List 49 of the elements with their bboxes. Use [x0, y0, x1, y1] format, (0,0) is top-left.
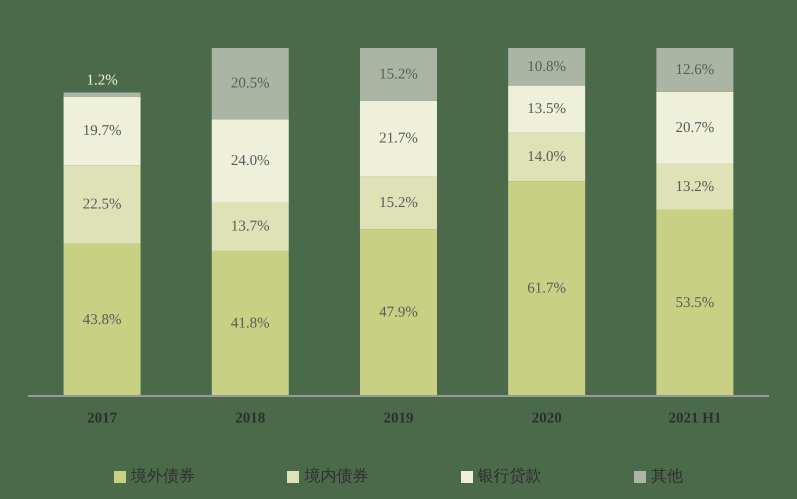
bar — [508, 181, 586, 396]
bar — [64, 92, 141, 97]
bar — [212, 119, 289, 203]
data-label: 13.5% — [527, 101, 566, 118]
data-label: 43.8% — [82, 312, 122, 328]
data-label: 15.2% — [379, 66, 418, 82]
bar — [508, 132, 586, 182]
data-label: 24.0% — [230, 153, 270, 170]
bar — [656, 164, 734, 210]
data-label: 20.5% — [230, 76, 270, 92]
data-label: 1.2% — [86, 72, 118, 89]
x-tick-label: 2019 — [384, 410, 414, 427]
legend-label: 银行贷款 — [476, 466, 542, 487]
bar — [508, 86, 586, 133]
bar — [64, 96, 141, 166]
bar — [212, 202, 289, 251]
x-tick-label: 2017 — [87, 410, 118, 427]
x-tick-label: 2020 — [532, 410, 562, 427]
bar — [212, 250, 289, 396]
bar — [64, 165, 141, 244]
data-label: 21.7% — [379, 130, 418, 147]
data-label: 22.5% — [82, 196, 122, 212]
data-label: 53.5% — [675, 294, 714, 311]
data-label: 13.2% — [675, 178, 714, 195]
data-label: 61.7% — [527, 280, 566, 297]
data-label: 10.8% — [527, 58, 566, 75]
bar — [508, 48, 586, 86]
legend-label: 境内债券 — [303, 466, 368, 487]
data-label: 41.8% — [230, 315, 270, 332]
data-label: 19.7% — [82, 123, 122, 139]
bar — [656, 48, 734, 92]
bar — [360, 176, 437, 230]
bar — [360, 229, 437, 396]
bar — [656, 92, 734, 164]
legend-label: 其他 — [650, 466, 683, 487]
x-tick-label: 2021 H1 — [668, 410, 722, 427]
data-label: 14.0% — [527, 148, 566, 165]
data-label: 13.7% — [230, 218, 270, 235]
data-label: 15.2% — [379, 194, 418, 211]
bar — [656, 210, 734, 396]
data-label: 47.9% — [379, 304, 418, 321]
bar — [360, 100, 437, 176]
data-label: 20.7% — [675, 120, 714, 136]
x-tick-label: 2018 — [235, 410, 266, 427]
bar — [212, 48, 289, 120]
bar — [64, 244, 141, 396]
legend-label: 境外债券 — [130, 466, 196, 487]
data-label: 12.6% — [675, 62, 714, 78]
bar — [360, 48, 437, 101]
